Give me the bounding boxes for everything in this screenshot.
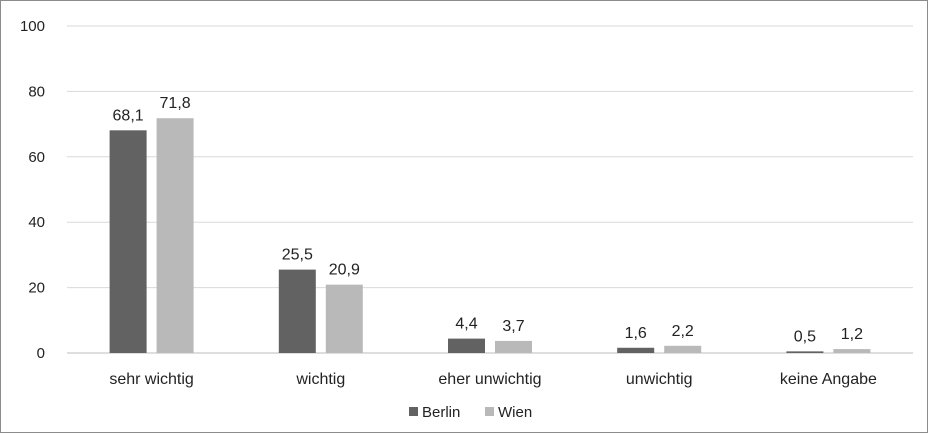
y-axis: 0 20 40 60 80 100 bbox=[20, 18, 45, 362]
bar-berlin bbox=[786, 351, 824, 353]
data-label: 1,6 bbox=[625, 325, 647, 342]
bars bbox=[109, 118, 871, 354]
data-label: 20,9 bbox=[329, 262, 360, 279]
bar-wien bbox=[833, 349, 871, 353]
legend-swatch-berlin bbox=[409, 407, 418, 416]
category-label: unwichtig bbox=[626, 371, 693, 388]
y-tick-label: 40 bbox=[28, 214, 45, 231]
x-axis: sehr wichtig wichtig eher unwichtig unwicht… bbox=[109, 371, 877, 388]
legend-label: Berlin bbox=[422, 404, 460, 421]
data-label: 1,2 bbox=[841, 326, 863, 343]
bar-wien bbox=[495, 340, 532, 353]
category-label: keine Angabe bbox=[780, 371, 877, 388]
data-label: 3,7 bbox=[502, 318, 524, 335]
legend: Berlin Wien bbox=[409, 404, 532, 421]
y-tick-label: 60 bbox=[28, 149, 45, 166]
data-label: 25,5 bbox=[282, 247, 313, 264]
data-label: 2,2 bbox=[672, 323, 694, 340]
bar-berlin bbox=[448, 338, 485, 353]
legend-swatch-wien bbox=[485, 407, 494, 416]
category-label: eher unwichtig bbox=[438, 371, 541, 388]
y-tick-label: 20 bbox=[28, 280, 45, 297]
bar-berlin bbox=[278, 269, 316, 353]
data-labels: 68,1 71,8 25,5 20,9 4,4 3,7 1,6 2,2 0,5 1,2 bbox=[113, 95, 864, 345]
data-label: 71,8 bbox=[160, 95, 191, 112]
bar-wien bbox=[325, 284, 363, 353]
bar-wien bbox=[664, 345, 702, 353]
y-tick-label: 0 bbox=[37, 345, 45, 362]
legend-label: Wien bbox=[498, 404, 532, 421]
bar-berlin bbox=[109, 130, 147, 353]
data-label: 0,5 bbox=[794, 328, 816, 345]
bar-wien bbox=[156, 118, 194, 354]
category-label: wichtig bbox=[295, 371, 345, 388]
y-tick-label: 100 bbox=[20, 18, 45, 35]
category-label: sehr wichtig bbox=[109, 371, 193, 388]
bar-berlin bbox=[617, 347, 655, 353]
data-label: 4,4 bbox=[455, 316, 477, 333]
y-tick-label: 80 bbox=[28, 83, 45, 100]
gridlines bbox=[67, 25, 913, 354]
data-label: 68,1 bbox=[113, 107, 144, 124]
